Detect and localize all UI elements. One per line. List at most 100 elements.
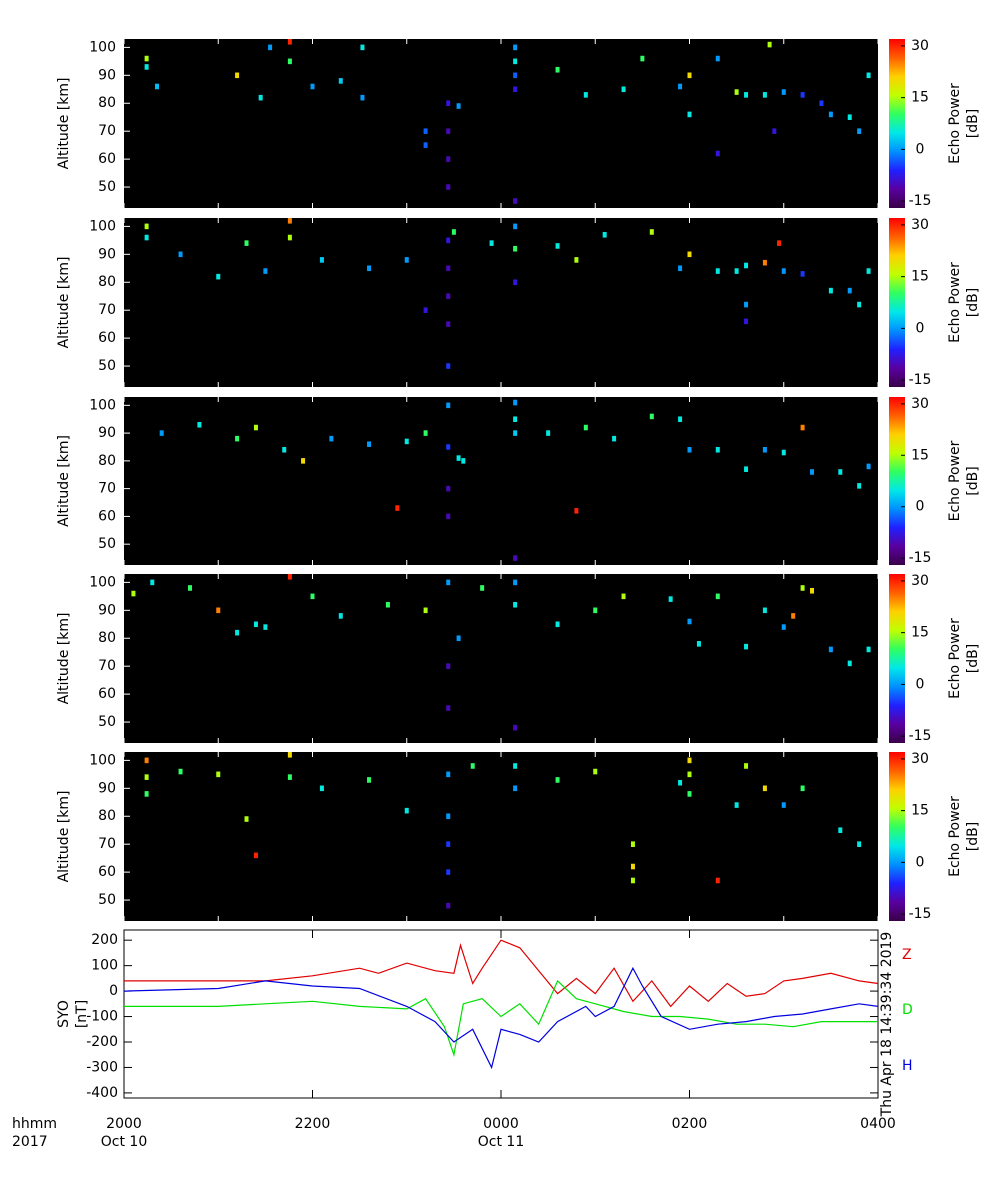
colorbar-label: Echo Power: [947, 440, 963, 521]
echo-cell: [687, 618, 692, 625]
echo-cell: [253, 852, 258, 859]
echo-cell: [385, 601, 390, 608]
echo-cell: [513, 245, 518, 252]
colorbar-tick-label: 15: [911, 447, 929, 463]
echo-cell: [329, 435, 334, 442]
x-tick-label: 2200: [295, 1116, 331, 1132]
echo-cell: [678, 416, 683, 422]
echo-cell: [555, 777, 560, 783]
echo-cell: [687, 72, 692, 79]
echo-cell: [513, 785, 518, 792]
echo-cell: [828, 287, 833, 294]
echo-cell: [446, 265, 451, 272]
echo-cell: [583, 424, 588, 431]
echo-cell: [555, 66, 560, 73]
echo-cell: [630, 863, 635, 870]
y-tick-label: 80: [98, 95, 116, 111]
echo-cell: [687, 251, 692, 258]
echo-cell: [446, 444, 451, 450]
echo-cell: [574, 257, 579, 263]
echo-cell: [744, 301, 749, 308]
echo-cell: [404, 807, 409, 814]
echo-cell: [178, 251, 183, 258]
echo-cell: [216, 771, 221, 778]
echo-cell: [810, 469, 815, 475]
colorbar-label: [dB]: [965, 466, 981, 495]
echo-cell: [446, 237, 451, 244]
colorbar-label: [dB]: [965, 644, 981, 673]
echo-cell: [602, 231, 607, 238]
y-tick-label: 80: [98, 274, 116, 290]
echo-cell: [800, 271, 805, 277]
echo-cell: [470, 763, 475, 769]
echo-cell: [513, 416, 518, 422]
plot-area: [124, 574, 878, 743]
echo-cell: [187, 585, 192, 591]
echo-cell: [687, 757, 692, 764]
plot-area: [124, 752, 878, 921]
echo-cell: [734, 802, 739, 808]
echo-cell: [319, 785, 324, 792]
echo-cell: [423, 307, 428, 313]
echo-cell: [446, 663, 451, 669]
colorbar-tick-label: 15: [911, 625, 929, 641]
colorbar-tick-label: -15: [909, 550, 932, 566]
echo-cell: [513, 579, 518, 586]
plot-area: [124, 218, 878, 387]
echo-cell: [423, 142, 428, 148]
echo-cell: [828, 646, 833, 653]
echo-cell: [513, 86, 518, 93]
echo-cell: [131, 590, 136, 597]
echo-cell: [456, 635, 461, 642]
echo-cell: [446, 100, 451, 107]
echo-cell: [781, 449, 786, 456]
echo-cell: [546, 430, 551, 436]
colorbar-tick-label: 15: [911, 269, 929, 285]
echo-cell: [800, 785, 805, 792]
y-axis-label: Altitude [km]: [56, 791, 72, 883]
legend-entry: D: [902, 1002, 913, 1018]
colorbar-tick-label: 30: [911, 38, 929, 54]
colorbar-label: [dB]: [965, 109, 981, 138]
echo-cell: [144, 64, 149, 70]
echo-cell: [513, 223, 518, 230]
echo-cell: [338, 78, 343, 84]
echo-cell: [678, 265, 683, 272]
echo-cell: [395, 505, 400, 511]
echo-cell: [144, 223, 149, 230]
echo-cell: [866, 268, 871, 274]
colorbar: [889, 752, 905, 921]
colorbar-tick-label: -15: [909, 728, 932, 744]
echo-cell: [144, 774, 149, 780]
echo-cell: [235, 435, 240, 442]
y-tick-label: 100: [89, 752, 116, 768]
colorbar-tick-label: 0: [916, 676, 925, 692]
echo-cell: [828, 111, 833, 118]
echo-cell: [762, 785, 767, 792]
y-axis-label: [nT]: [74, 1000, 90, 1028]
y-tick-label: 90: [98, 425, 116, 441]
echo-cell: [715, 150, 720, 157]
echo-cell: [446, 513, 451, 520]
echo-cell: [513, 399, 518, 406]
echo-cell: [621, 593, 626, 600]
echo-cell: [301, 458, 306, 464]
echo-cell: [715, 268, 720, 274]
x-tick-label: 0400: [860, 1116, 896, 1132]
echo-cell: [678, 779, 683, 786]
y-tick-label: 60: [98, 151, 116, 167]
colorbar: [889, 574, 905, 743]
echo-cell: [866, 463, 871, 470]
colorbar-tick-label: 0: [916, 320, 925, 336]
colorbar-tick-label: 30: [911, 396, 929, 412]
y-axis-label: Altitude [km]: [56, 435, 72, 527]
echo-cell: [144, 55, 149, 62]
echo-cell: [446, 869, 451, 875]
colorbar-tick-label: 30: [911, 573, 929, 589]
echo-cell: [446, 184, 451, 190]
y-tick-label: 90: [98, 246, 116, 262]
echo-cell: [800, 92, 805, 98]
echo-cell: [451, 229, 456, 235]
echo-cell: [338, 613, 343, 619]
echo-cell: [744, 262, 749, 269]
